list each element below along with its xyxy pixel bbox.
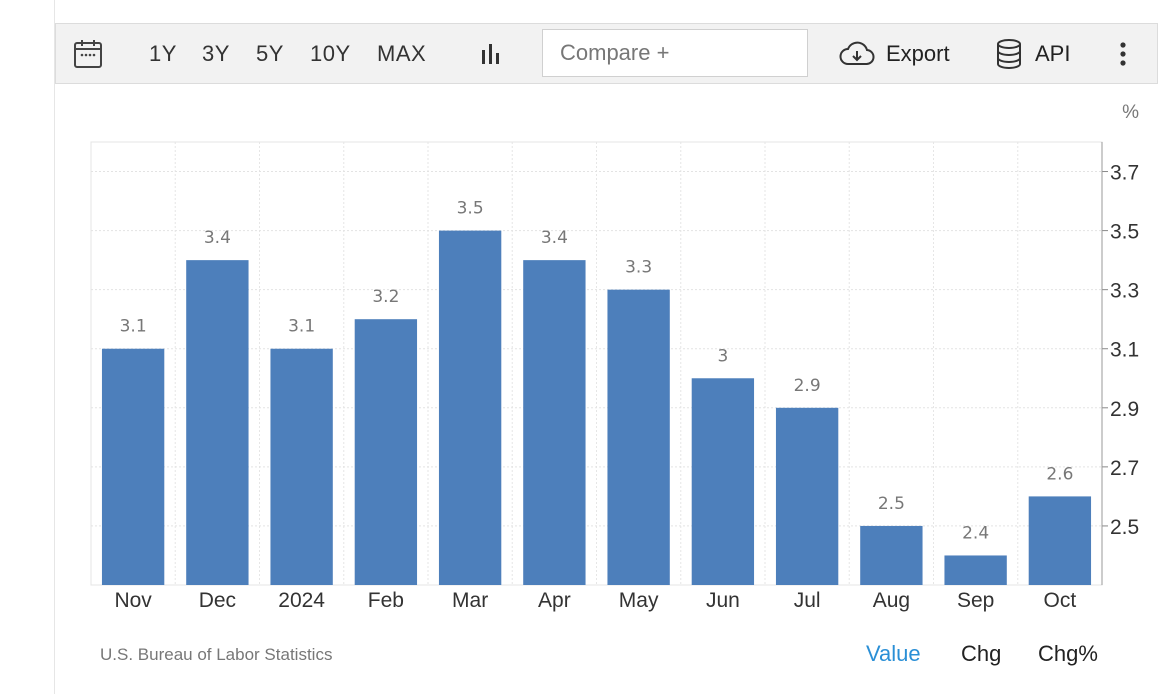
tab-value[interactable]: Value [866, 641, 921, 666]
y-tick-label: 2.9 [1110, 398, 1139, 421]
data-label: 3.3 [625, 258, 652, 278]
bar [607, 289, 670, 585]
chart-toolbar: 1Y 3Y 5Y 10Y MAX Export [55, 23, 1158, 84]
export-label: Export [886, 40, 950, 66]
y-tick-label: 2.5 [1110, 516, 1139, 539]
api-label: API [1035, 40, 1071, 66]
x-tick-label: Dec [199, 589, 236, 612]
compare-input-box[interactable] [542, 29, 808, 77]
x-tick-label: Feb [368, 589, 404, 612]
x-tick-label: Oct [1044, 589, 1077, 612]
y-tick-label: 3.3 [1110, 280, 1139, 303]
x-tick-label: Aug [873, 589, 910, 612]
range-5y-button[interactable]: 5Y [256, 40, 284, 66]
data-label: 2.6 [1046, 464, 1073, 484]
bar [691, 378, 755, 585]
api-button[interactable]: API [995, 24, 1070, 83]
bar [1028, 496, 1092, 585]
data-label: 3.5 [457, 199, 484, 219]
compare-input[interactable] [558, 39, 807, 67]
x-tick-label: 2024 [278, 589, 325, 612]
cloud-download-icon [838, 40, 876, 68]
bar-chart-icon[interactable] [479, 24, 503, 83]
bar [944, 555, 1007, 585]
y-tick-label: 2.7 [1110, 457, 1139, 480]
data-label: 3.4 [541, 228, 568, 248]
data-label: 3.4 [204, 228, 231, 248]
y-tick-label: 3.1 [1110, 339, 1139, 362]
x-tick-label: Jul [794, 589, 821, 612]
x-tick-label: Nov [114, 589, 152, 612]
x-tick-label: Jun [706, 589, 740, 612]
x-tick-label: Mar [452, 589, 488, 612]
bar [438, 230, 502, 585]
y-unit-label: % [1122, 102, 1139, 123]
range-1y-button[interactable]: 1Y [149, 40, 177, 66]
x-tick-label: May [619, 589, 659, 612]
bar [270, 348, 333, 585]
tab-chg[interactable]: Chg [961, 641, 1002, 666]
data-label: 2.4 [962, 523, 989, 543]
more-vertical-icon[interactable] [1118, 24, 1128, 83]
bar [101, 348, 165, 585]
bar [523, 260, 586, 585]
data-label: 3 [717, 346, 728, 366]
data-label: 3.2 [372, 287, 399, 307]
range-3y-button[interactable]: 3Y [202, 40, 230, 66]
data-label: 2.9 [794, 376, 821, 396]
tab-chg-pct[interactable]: Chg% [1038, 641, 1098, 666]
calendar-icon[interactable] [73, 24, 103, 83]
x-tick-label: Apr [538, 589, 571, 612]
bar [775, 407, 839, 585]
source-attribution: U.S. Bureau of Labor Statistics [100, 645, 333, 664]
y-tick-label: 3.7 [1110, 162, 1139, 185]
range-max-button[interactable]: MAX [377, 40, 427, 66]
data-label: 3.1 [288, 317, 315, 337]
chart-frame [54, 0, 1169, 694]
bar [186, 260, 249, 585]
data-label: 2.5 [878, 494, 905, 514]
data-label: 3.1 [120, 317, 147, 337]
x-tick-label: Sep [957, 589, 994, 612]
export-button[interactable]: Export [838, 24, 950, 83]
database-icon [995, 38, 1023, 70]
bar [860, 525, 923, 585]
bar [354, 319, 418, 585]
bar-chart: 3.7 3.5 3.3 3.1 2.9 2.7 2.5% 3.1 Nov 3.4 Dec 3.1 202… [90, 102, 1139, 612]
range-10y-button[interactable]: 10Y [310, 40, 351, 66]
y-tick-label: 3.5 [1110, 221, 1139, 244]
